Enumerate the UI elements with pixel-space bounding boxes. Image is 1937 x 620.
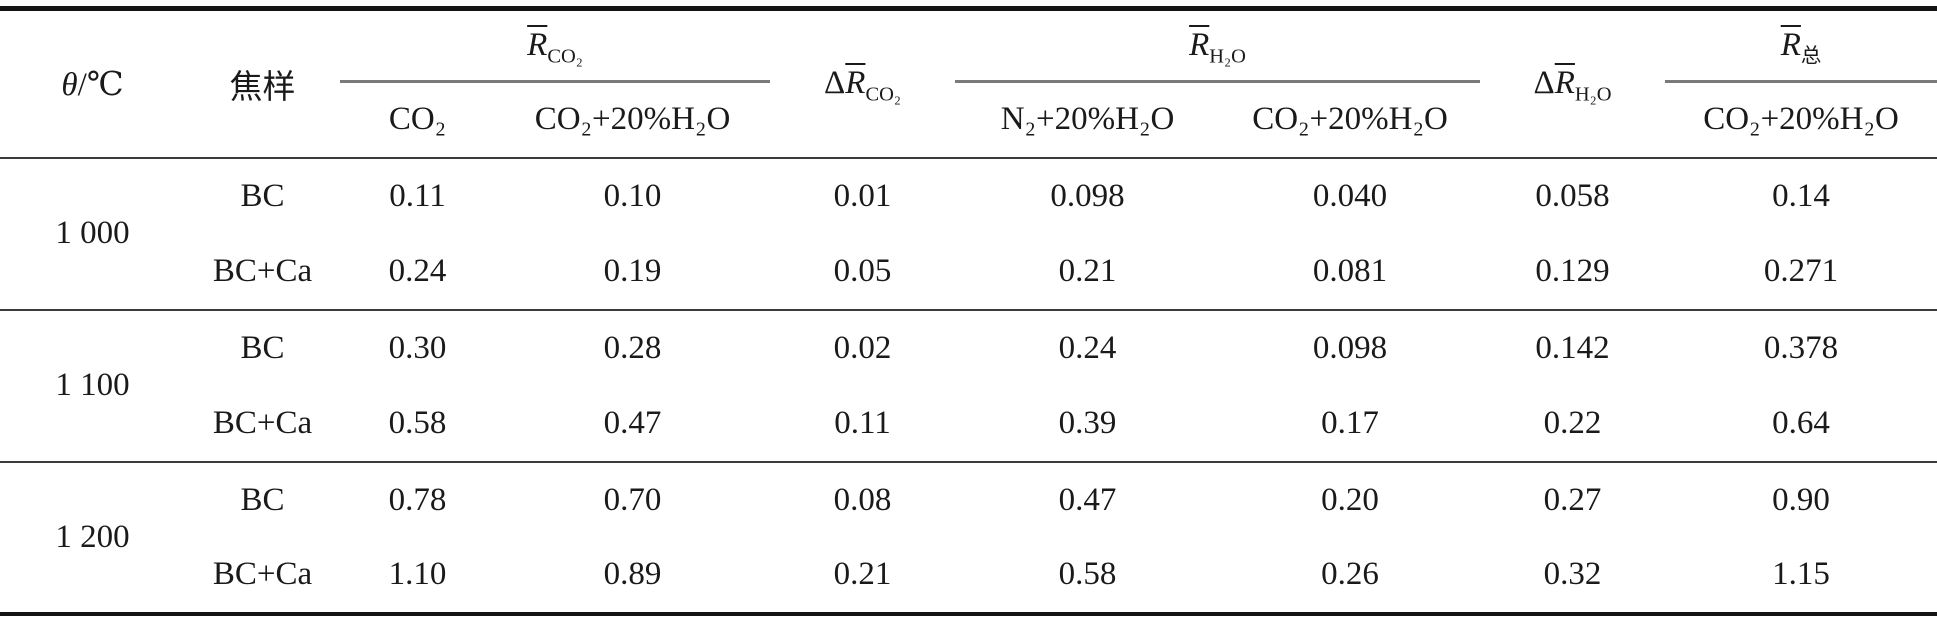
value-cell: 0.142: [1480, 308, 1666, 386]
reactivity-data-table: θ/℃ 焦样 RCO₂ ΔRCO₂ RH₂O ΔRH₂O R总 CO₂ CO₂+…: [0, 6, 1937, 616]
temperature-cell: 1 000: [0, 156, 185, 310]
value-cell: 0.081: [1312, 252, 1388, 289]
subscript: 总: [1800, 45, 1822, 68]
value-cell: 0.05: [833, 252, 892, 289]
header-group-rh2o: RH₂O: [955, 8, 1481, 83]
value-cell: 0.14: [1665, 156, 1937, 234]
value-cell: 0.27: [1480, 460, 1666, 538]
value-cell: 0.90: [1665, 460, 1937, 538]
subscript: CO₂: [547, 45, 583, 68]
value-cell: 0.19: [603, 252, 662, 289]
value-cell: 0.89: [603, 556, 662, 592]
value-cell: 0.47: [603, 404, 662, 441]
table-row: BC+Ca 1.10 0.89 0.21 0.58 0.26 0.32 1.15: [0, 538, 1937, 614]
delta-symbol: Δ: [824, 65, 846, 102]
value-cell: 0.20: [1220, 460, 1481, 538]
value-cell: 0.47: [955, 460, 1221, 538]
header-group-rtotal: R总: [1665, 8, 1937, 83]
value-cell: 0.64: [1772, 404, 1830, 441]
value-cell: 0.32: [1543, 556, 1602, 592]
value-cell: 0.271: [1763, 252, 1839, 289]
value-cell: 0.058: [1480, 156, 1666, 234]
theta-unit-label: /℃: [77, 66, 124, 103]
rbar-symbol: R: [1780, 27, 1801, 63]
value-cell: 0.21: [1058, 252, 1117, 289]
value-cell: 0.70: [495, 460, 771, 538]
value-cell: 0.28: [495, 308, 771, 386]
value-cell: 0.26: [1321, 556, 1379, 592]
value-cell: 0.58: [388, 404, 447, 441]
value-cell: 0.378: [1665, 308, 1937, 386]
rbar-symbol: R: [1189, 27, 1210, 63]
value-cell: 0.040: [1220, 156, 1481, 234]
subheader-co2: CO₂: [340, 81, 495, 159]
table-row: BC+Ca 0.24 0.19 0.05 0.21 0.081 0.129 0.…: [0, 234, 1937, 310]
subscript: H₂O: [1209, 45, 1246, 68]
value-cell: 0.21: [833, 556, 892, 592]
value-cell: 0.24: [388, 252, 447, 289]
subheader-co2-h2o: CO₂+20%H₂O: [1665, 81, 1937, 159]
value-cell: 0.11: [834, 404, 891, 441]
sample-cell: BC: [185, 156, 340, 234]
theta-symbol: θ: [61, 66, 78, 103]
value-cell: 0.58: [1058, 556, 1117, 592]
table-body: 1 000 BC 0.11 0.10 0.01 0.098 0.040 0.05…: [0, 156, 1937, 614]
sample-cell: BC+Ca: [212, 252, 313, 289]
value-cell: 0.098: [1220, 308, 1481, 386]
value-cell: 0.11: [340, 156, 495, 234]
value-cell: 1.10: [388, 556, 447, 592]
subscript: CO₂: [865, 83, 901, 106]
value-cell: 0.24: [955, 308, 1221, 386]
header-row-groups: θ/℃ 焦样 RCO₂ ΔRCO₂ RH₂O ΔRH₂O R总: [0, 8, 1937, 159]
table-row: 1 200 BC 0.78 0.70 0.08 0.47 0.20 0.27 0…: [0, 460, 1937, 614]
subheader-n2-h2o: N₂+20%H₂O: [955, 81, 1221, 159]
sample-cell: BC: [185, 460, 340, 538]
value-cell: 0.08: [770, 460, 956, 538]
header-row-subcolumns: CO₂ CO₂+20%H₂O N₂+20%H₂O CO₂+20%H₂O CO₂+…: [0, 81, 1937, 159]
header-sample: 焦样: [185, 8, 340, 159]
value-cell: 0.17: [1321, 404, 1379, 441]
rbar-symbol: R: [1554, 65, 1575, 102]
table-row: 1 100 BC 0.30 0.28 0.02 0.24 0.098 0.142…: [0, 308, 1937, 462]
table-row: 1 000 BC 0.11 0.10 0.01 0.098 0.040 0.05…: [0, 156, 1937, 310]
value-cell: 0.39: [1058, 404, 1117, 441]
subscript: H₂O: [1574, 83, 1612, 106]
value-cell: 1.15: [1772, 556, 1830, 592]
header-delta-rco2: ΔRCO₂: [770, 8, 956, 159]
rbar-symbol: R: [527, 27, 548, 63]
rbar-symbol: R: [845, 65, 866, 102]
value-cell: 0.129: [1535, 252, 1610, 289]
value-cell: 0.10: [495, 156, 771, 234]
value-cell: 0.098: [955, 156, 1221, 234]
value-cell: 0.22: [1543, 404, 1602, 441]
temperature-cell: 1 100: [0, 308, 185, 462]
value-cell: 0.01: [770, 156, 956, 234]
value-cell: 0.02: [770, 308, 956, 386]
header-theta: θ/℃: [0, 8, 185, 159]
sample-cell: BC+Ca: [212, 556, 313, 592]
value-cell: 0.30: [340, 308, 495, 386]
header-group-rco2: RCO₂: [340, 8, 771, 83]
delta-symbol: Δ: [1533, 65, 1555, 102]
header-delta-rh2o: ΔRH₂O: [1480, 8, 1666, 159]
sample-cell: BC+Ca: [212, 404, 313, 441]
temperature-cell: 1 200: [0, 460, 185, 614]
table-header: θ/℃ 焦样 RCO₂ ΔRCO₂ RH₂O ΔRH₂O R总 CO₂ CO₂+…: [0, 8, 1937, 159]
table-row: BC+Ca 0.58 0.47 0.11 0.39 0.17 0.22 0.64: [0, 386, 1937, 462]
subheader-co2-h2o: CO₂+20%H₂O: [495, 81, 771, 159]
sample-cell: BC: [185, 308, 340, 386]
value-cell: 0.78: [340, 460, 495, 538]
subheader-co2-h2o: CO₂+20%H₂O: [1220, 81, 1481, 159]
